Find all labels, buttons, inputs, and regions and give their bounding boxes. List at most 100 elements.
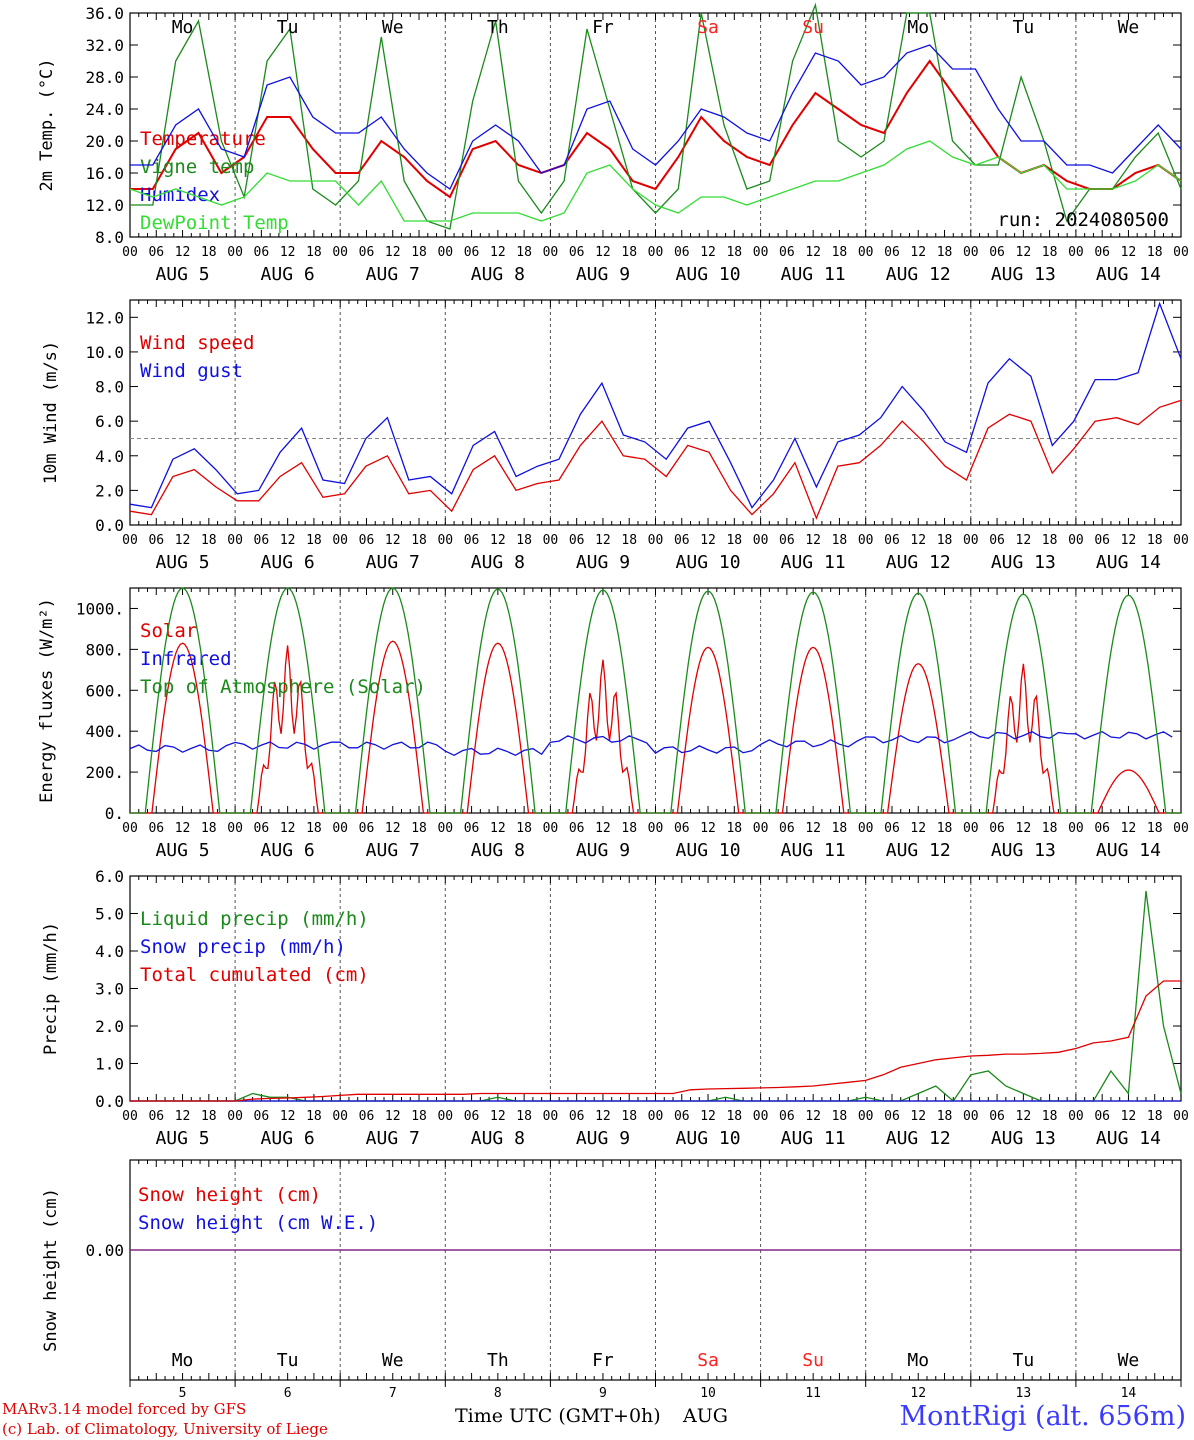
date-label: AUG 11 xyxy=(781,840,846,861)
hour-label: 12 xyxy=(280,245,296,260)
day-of-week-label: We xyxy=(382,1350,404,1371)
hour-label: 18 xyxy=(937,821,953,836)
hour-label: 18 xyxy=(516,1109,532,1124)
date-label: AUG 10 xyxy=(676,264,741,285)
panel-snow: 0.00 Snow height (cm) Snow height (cm) Snow… xyxy=(41,1159,1182,1401)
hour-label: 18 xyxy=(937,245,953,260)
hour-label: 12 xyxy=(175,1109,191,1124)
day-of-week-label: We xyxy=(382,17,404,38)
hour-label: 00 xyxy=(543,821,559,836)
day-number-label: 13 xyxy=(1016,1386,1032,1401)
date-label: AUG 5 xyxy=(155,264,209,285)
hour-label: 00 xyxy=(1068,245,1084,260)
hour-label: 12 xyxy=(700,245,716,260)
date-label: AUG 6 xyxy=(261,840,315,861)
y-tick-label: 8.0 xyxy=(95,228,124,247)
hour-label: 06 xyxy=(464,1109,480,1124)
hour-label: 06 xyxy=(989,1109,1005,1124)
hour-label: 12 xyxy=(385,821,401,836)
date-label: AUG 14 xyxy=(1096,840,1161,861)
hour-label: 06 xyxy=(148,533,164,548)
hour-label: 12 xyxy=(700,533,716,548)
hour-label: 12 xyxy=(175,533,191,548)
hour-label: 18 xyxy=(832,821,848,836)
y-tick-label: 28.0 xyxy=(85,68,124,87)
y-tick-label: 3.0 xyxy=(95,980,124,999)
hour-label: 00 xyxy=(648,1109,664,1124)
hour-label: 12 xyxy=(490,533,506,548)
date-label: AUG 13 xyxy=(991,1128,1056,1149)
hour-label: 00 xyxy=(858,533,874,548)
hour-label: 00 xyxy=(1173,533,1189,548)
legend-entry: Snow precip (mm/h) xyxy=(140,936,346,958)
hour-label: 12 xyxy=(1016,245,1032,260)
legend-entry: Top of Atmosphere (Solar) xyxy=(140,676,426,698)
date-label: AUG 7 xyxy=(366,1128,420,1149)
hour-label: 06 xyxy=(674,533,690,548)
panel-temp: 8.0 12.0 16.0 20.0 24.0 28.0 32.0 36.0 2m Temp. … xyxy=(37,2,1189,285)
hour-label: 18 xyxy=(726,245,742,260)
date-label: AUG 10 xyxy=(676,552,741,573)
hour-label: 12 xyxy=(280,821,296,836)
hour-label: 06 xyxy=(359,1109,375,1124)
hour-label: 18 xyxy=(621,821,637,836)
y-tick-label: 20.0 xyxy=(85,132,124,151)
y-tick-label: 1.0 xyxy=(95,1055,124,1074)
hour-label: 18 xyxy=(411,821,427,836)
hour-label: 18 xyxy=(306,245,322,260)
hour-label: 12 xyxy=(595,245,611,260)
hour-label: 00 xyxy=(648,245,664,260)
hour-label: 12 xyxy=(805,821,821,836)
hour-label: 06 xyxy=(254,533,270,548)
day-of-week-label: Su xyxy=(802,1350,824,1371)
hour-label: 18 xyxy=(201,533,217,548)
y-tick-label: 200. xyxy=(85,763,124,782)
hour-label: 18 xyxy=(516,821,532,836)
series-line-top-of-atmosphere-solar- xyxy=(130,587,1181,814)
hour-label: 00 xyxy=(648,821,664,836)
date-label: AUG 6 xyxy=(261,1128,315,1149)
legend-entry: DewPoint Temp xyxy=(140,212,289,234)
day-of-week-label: Tu xyxy=(277,17,299,38)
hour-label: 00 xyxy=(122,1109,138,1124)
date-label: AUG 6 xyxy=(261,552,315,573)
y-tick-label: 600. xyxy=(85,681,124,700)
hour-label: 00 xyxy=(1173,821,1189,836)
date-label: AUG 11 xyxy=(781,1128,846,1149)
hour-label: 12 xyxy=(910,1109,926,1124)
hour-label: 06 xyxy=(884,533,900,548)
hour-label: 06 xyxy=(254,1109,270,1124)
hour-label: 12 xyxy=(595,821,611,836)
panel-frame xyxy=(129,587,1182,814)
day-of-week-label: Th xyxy=(487,17,509,38)
hour-label: 06 xyxy=(1094,821,1110,836)
y-tick-label: 6.0 xyxy=(95,412,124,431)
hour-label: 06 xyxy=(779,533,795,548)
y-tick-label: 6.0 xyxy=(95,867,124,886)
hour-label: 12 xyxy=(280,533,296,548)
hour-label: 00 xyxy=(963,533,979,548)
day-of-week-label: Mo xyxy=(172,1350,194,1371)
hour-label: 12 xyxy=(700,1109,716,1124)
day-number-label: 6 xyxy=(284,1386,292,1401)
y-tick-label: 0.00 xyxy=(85,1241,124,1260)
y-tick-label: 12.0 xyxy=(85,196,124,215)
hour-label: 18 xyxy=(516,533,532,548)
hour-label: 12 xyxy=(1016,1109,1032,1124)
hour-label: 12 xyxy=(595,533,611,548)
hour-label: 06 xyxy=(254,821,270,836)
hour-label: 12 xyxy=(1121,821,1137,836)
hour-label: 06 xyxy=(464,821,480,836)
legend-entry: Liquid precip (mm/h) xyxy=(140,908,369,930)
hour-label: 00 xyxy=(858,821,874,836)
hour-label: 00 xyxy=(1068,821,1084,836)
hour-label: 12 xyxy=(280,1109,296,1124)
day-of-week-label: Tu xyxy=(1013,1350,1035,1371)
day-of-week-label: Fr xyxy=(592,1350,614,1371)
hour-label: 06 xyxy=(779,1109,795,1124)
date-label: AUG 8 xyxy=(471,840,525,861)
day-of-week-label: Sa xyxy=(697,17,719,38)
series-line-infrared xyxy=(129,730,1173,757)
hour-label: 12 xyxy=(385,1109,401,1124)
